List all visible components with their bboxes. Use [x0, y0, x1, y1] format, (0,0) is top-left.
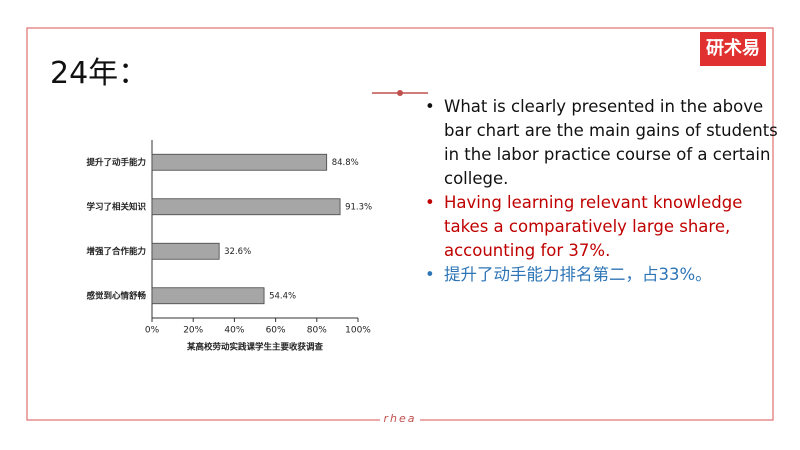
- slide-title: 24年：: [50, 56, 149, 91]
- x-tick-label: 60%: [266, 326, 286, 336]
- bullet: 提升了动手能力排名第二，占33%。: [425, 263, 789, 287]
- x-axis-label: 某高校劳动实践课学生主要收获调查: [187, 342, 324, 353]
- bullet-list: What is clearly presented in the above b…: [422, 95, 789, 287]
- x-tick-label: 40%: [224, 326, 244, 336]
- x-tick-label: 20%: [183, 326, 203, 336]
- bar: [151, 287, 265, 305]
- decor-dot: [397, 90, 403, 96]
- x-tick-label: 0%: [145, 326, 160, 336]
- y-tick-label: 学习了相关知识: [86, 201, 146, 212]
- y-tick-label: 提升了动手能力: [86, 157, 146, 168]
- value-label: 32.6%: [224, 247, 251, 257]
- y-tick-label: 感觉到心情舒畅: [86, 290, 146, 301]
- value-label: 84.8%: [332, 158, 359, 168]
- bullet: Having learning relevant knowledge takes…: [425, 191, 789, 263]
- value-label: 54.4%: [269, 291, 296, 301]
- logo: 研术易: [700, 32, 766, 66]
- x-tick-label: 80%: [307, 326, 327, 336]
- bar: [151, 242, 220, 260]
- bar: [151, 153, 328, 171]
- y-tick-label: 增强了合作能力: [86, 246, 146, 257]
- footer: rhea: [380, 412, 420, 425]
- bullet: What is clearly presented in the above b…: [425, 95, 789, 191]
- x-tick-label: 100%: [345, 326, 371, 336]
- bar: [151, 198, 341, 216]
- value-label: 91.3%: [345, 202, 372, 212]
